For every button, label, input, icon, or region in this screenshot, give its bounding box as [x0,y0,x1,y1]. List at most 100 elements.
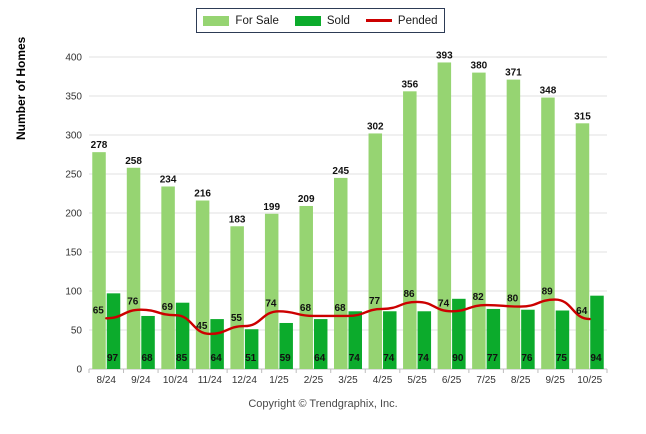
y-axis-tick-label: 150 [65,248,82,259]
x-axis-tick-label: 8/24 [97,375,117,386]
for-sale-value-labels: 278 258 234 216 183 199 209 245 302 356 393 380 371 3… [91,50,592,225]
sold-value-label: 51 [245,353,257,364]
bar-sold [452,298,466,369]
bar-sold [590,295,604,369]
x-axis-tick-label: 10/24 [163,375,188,386]
x-axis-tick-label: 1/25 [269,375,289,386]
bar-sold [521,309,535,369]
sold-value-label: 90 [452,353,464,364]
pended-line-path [105,298,591,336]
y-axis-tick-label: 250 [65,170,82,181]
bars-for-sale [92,62,590,370]
sold-value-label: 97 [107,353,119,364]
legend-swatch-sold [294,15,321,26]
bar-sold [348,311,362,369]
bar-sold [279,322,293,369]
x-axis-tick-label: 9/25 [545,375,565,386]
y-axis-tick-label: 400 [65,53,82,64]
for-sale-value-label: 356 [401,79,418,90]
gridlines [89,56,607,370]
for-sale-value-label: 315 [574,111,591,122]
bar-for-sale [506,79,521,370]
bar-for-sale [472,72,486,369]
bar-sold [106,293,121,369]
legend-item-pended: Pended [365,14,438,27]
bar-for-sale [403,91,417,369]
bar-sold [417,311,432,369]
pended-value-label: 65 [93,305,105,316]
legend-label-sold: Sold [326,14,350,27]
x-axis-tick-label: 5/25 [407,375,427,386]
sold-value-label: 59 [280,353,292,364]
y-axis-tick-labels: 0 50 100 150 200 250 300 350 400 [65,53,82,376]
for-sale-value-label: 302 [367,121,384,132]
for-sale-value-label: 245 [332,166,349,177]
bar-sold [244,329,259,369]
pended-value-label: 89 [542,287,554,298]
bars-sold [106,293,604,369]
legend-item-for-sale: For Sale [203,14,279,27]
bar-for-sale [437,62,452,370]
y-axis-tick-label: 350 [65,92,82,103]
y-axis-tick-label: 0 [76,365,82,376]
for-sale-value-label: 371 [505,68,522,79]
pended-value-label: 77 [369,296,381,307]
pended-line-series [105,298,591,336]
pended-value-label: 64 [576,306,588,317]
for-sale-value-label: 258 [125,156,142,167]
bar-for-sale [541,97,555,369]
x-axis-tick-label: 11/24 [198,375,223,386]
x-axis-tickmarks [88,369,608,373]
pended-value-label: 82 [473,292,485,303]
bar-sold [555,310,570,369]
for-sale-value-label: 209 [298,194,315,205]
y-axis-tick-label: 100 [65,287,82,298]
sold-value-label: 64 [314,353,326,364]
sold-value-label: 77 [487,353,499,364]
sold-value-label: 74 [418,353,430,364]
bar-sold [486,308,501,369]
for-sale-value-label: 348 [540,86,557,97]
for-sale-value-label: 380 [471,61,488,72]
pended-value-labels: 65 76 69 45 55 74 68 68 77 86 74 82 80 89 64 [93,287,588,332]
bar-for-sale [575,123,590,369]
sold-value-label: 74 [349,353,361,364]
bar-sold [383,311,397,369]
sold-value-label: 74 [383,353,395,364]
x-axis-tick-label: 9/24 [131,375,151,386]
for-sale-value-label: 278 [91,140,108,151]
pended-value-label: 80 [507,294,519,305]
bar-for-sale [299,205,313,369]
x-axis-tick-label: 6/25 [442,375,462,386]
sold-value-label: 76 [521,353,533,364]
bar-for-sale [195,200,210,369]
sold-value-label: 94 [590,353,602,364]
for-sale-value-label: 234 [160,174,177,185]
bar-for-sale [368,133,383,369]
pended-value-label: 68 [334,303,346,314]
x-axis-tick-labels: 8/24 9/24 10/24 11/24 12/24 1/25 2/25 3/25 4/25 5… [97,375,603,386]
legend-item-sold: Sold [294,14,350,27]
chart-legend: For Sale Sold Pended [196,8,445,33]
y-axis-tick-label: 300 [65,131,82,142]
sold-value-label: 75 [556,353,568,364]
legend-swatch-for-sale [203,15,230,26]
copyright-notice: Copyright © Trendgraphix, Inc. [248,398,398,410]
for-sale-value-label: 393 [436,50,453,61]
pended-value-label: 69 [162,302,174,313]
sold-value-label: 64 [211,353,223,364]
bar-for-sale [230,226,244,369]
bar-for-sale [126,167,141,369]
x-axis-tick-label: 10/25 [577,375,602,386]
pended-value-label: 68 [300,303,312,314]
y-axis-tick-label: 200 [65,209,82,220]
x-axis-tick-label: 7/25 [476,375,496,386]
legend-label-pended: Pended [397,14,438,27]
sold-value-label: 85 [176,353,188,364]
pended-value-label: 74 [265,298,277,309]
legend-label-for-sale: For Sale [235,14,279,27]
x-axis-tick-label: 8/25 [511,375,531,386]
bar-sold [141,315,155,369]
pended-value-label: 55 [231,313,243,324]
